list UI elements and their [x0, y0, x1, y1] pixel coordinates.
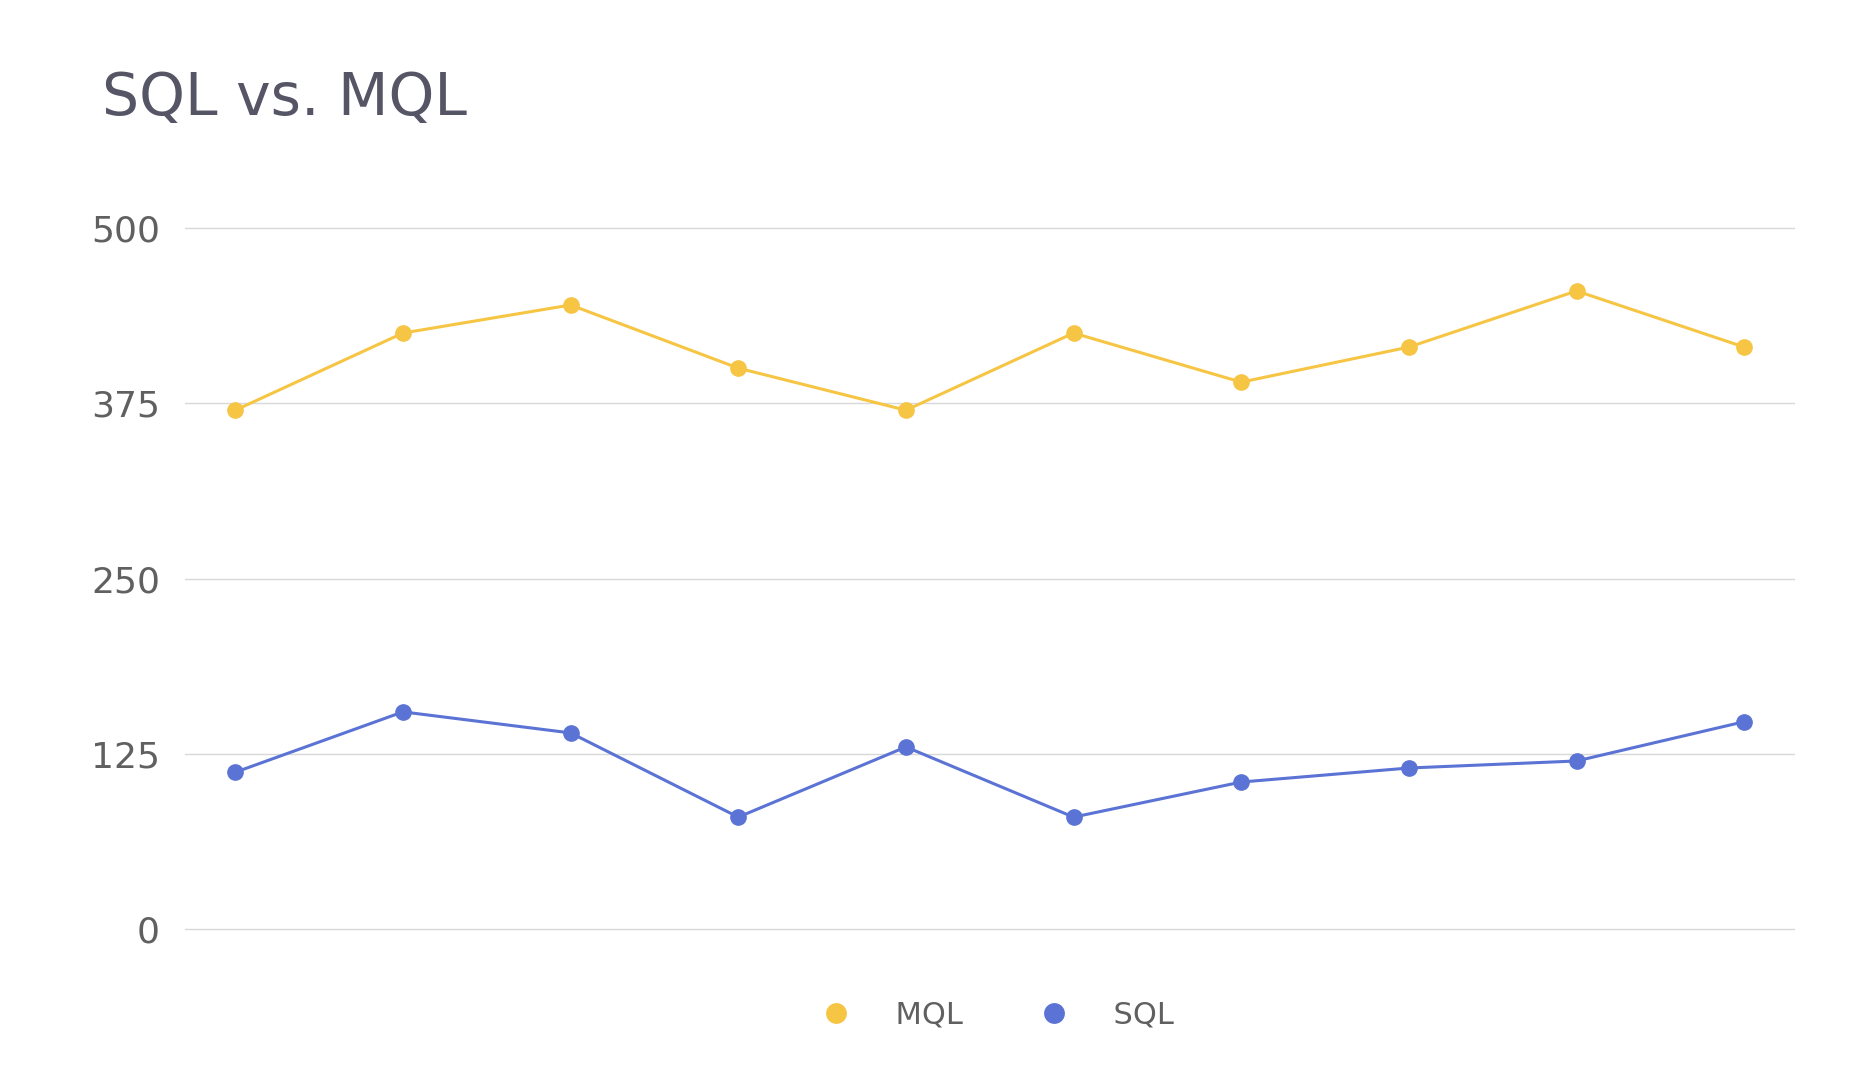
- Text: SQL vs. MQL: SQL vs. MQL: [102, 70, 466, 127]
- Legend:   MQL,   SQL: MQL, SQL: [794, 988, 1186, 1042]
